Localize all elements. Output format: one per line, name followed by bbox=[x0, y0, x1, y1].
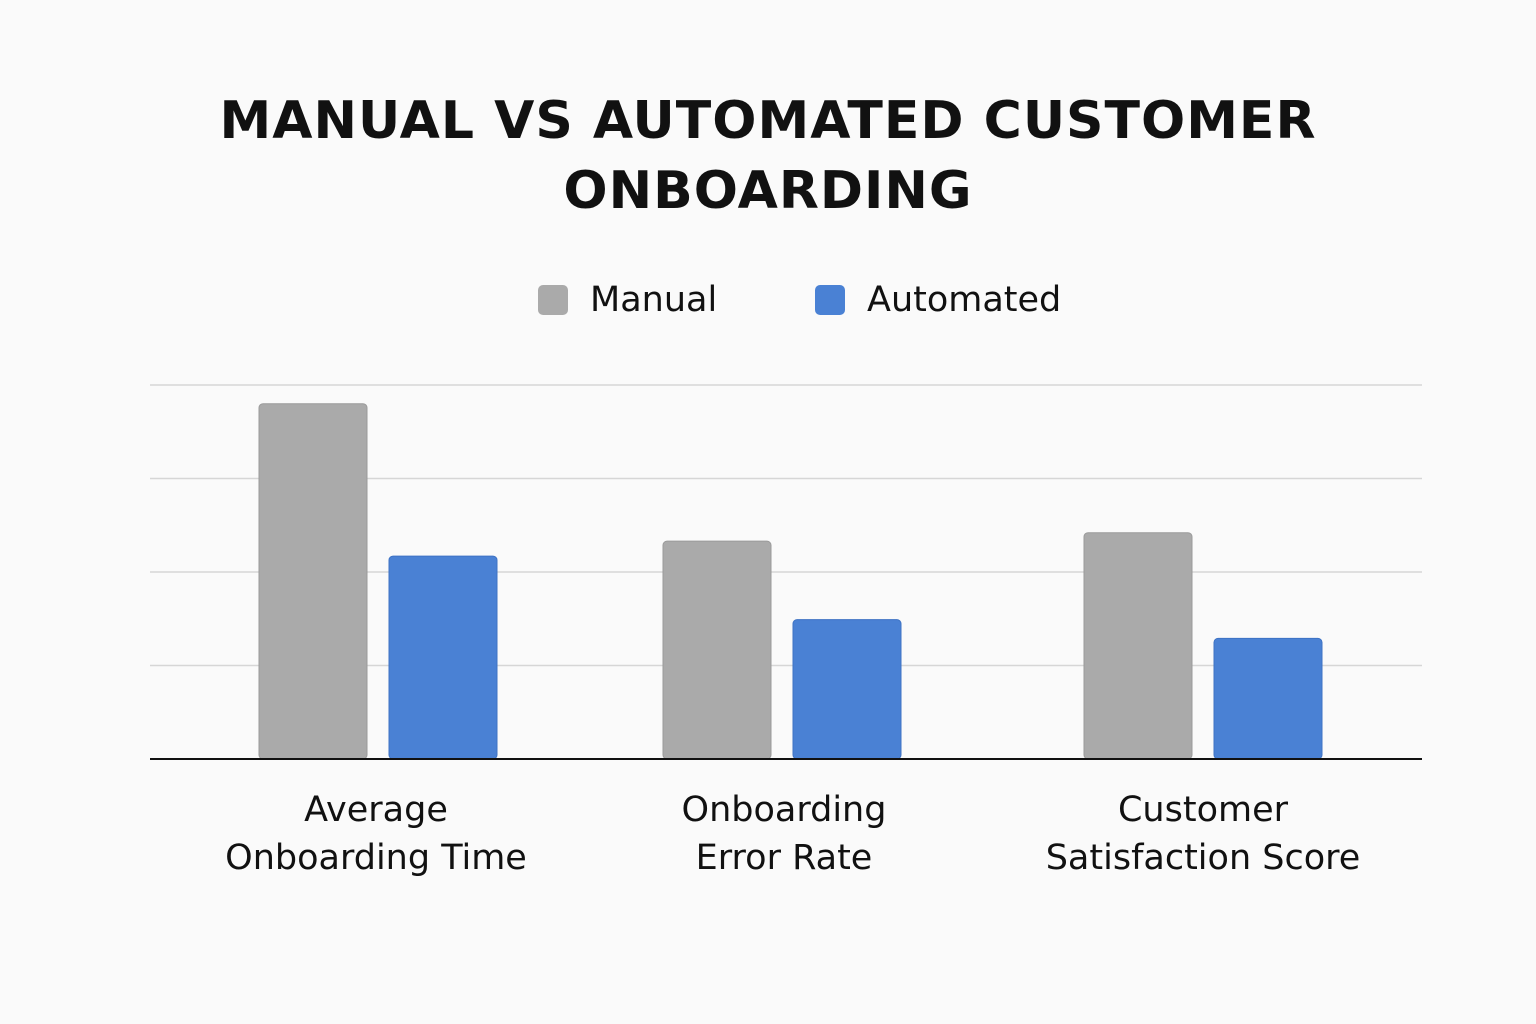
bar-manual-onboarding-error-rate bbox=[662, 540, 772, 760]
chart-title: MANUAL VS AUTOMATED CUSTOMER ONBOARDING bbox=[168, 86, 1368, 226]
category-label-line: Onboarding Time bbox=[225, 838, 527, 878]
legend-swatch-manual bbox=[538, 285, 568, 315]
bar-automated-onboarding-error-rate bbox=[792, 619, 902, 760]
category-label-average-onboarding-time: Average Onboarding Time bbox=[166, 786, 586, 882]
category-label-onboarding-error-rate: Onboarding Error Rate bbox=[574, 786, 994, 882]
legend-label-automated: Automated bbox=[867, 280, 1062, 320]
category-label-line: Customer bbox=[1117, 790, 1288, 830]
chart-legend: Manual Automated bbox=[0, 278, 1536, 322]
bar-automated-average-onboarding-time bbox=[388, 555, 498, 760]
bar-automated-customer-satisfaction-score bbox=[1213, 637, 1323, 760]
chart-title-line-2: ONBOARDING bbox=[563, 161, 973, 221]
bars bbox=[258, 403, 1323, 760]
legend-label-manual: Manual bbox=[590, 280, 718, 320]
category-label-line: Onboarding bbox=[681, 790, 887, 830]
bar-manual-average-onboarding-time bbox=[258, 403, 368, 760]
legend-item-manual: Manual bbox=[538, 278, 717, 322]
category-label-line: Average bbox=[304, 790, 448, 830]
legend-swatch-automated bbox=[815, 285, 845, 315]
category-label-customer-satisfaction-score: Customer Satisfaction Score bbox=[993, 786, 1413, 882]
bar-manual-customer-satisfaction-score bbox=[1083, 532, 1193, 760]
legend-item-automated: Automated bbox=[815, 278, 1061, 322]
category-label-line: Error Rate bbox=[695, 838, 873, 878]
chart-title-line-1: MANUAL VS AUTOMATED CUSTOMER bbox=[219, 91, 1317, 151]
category-label-line: Satisfaction Score bbox=[1045, 838, 1361, 878]
